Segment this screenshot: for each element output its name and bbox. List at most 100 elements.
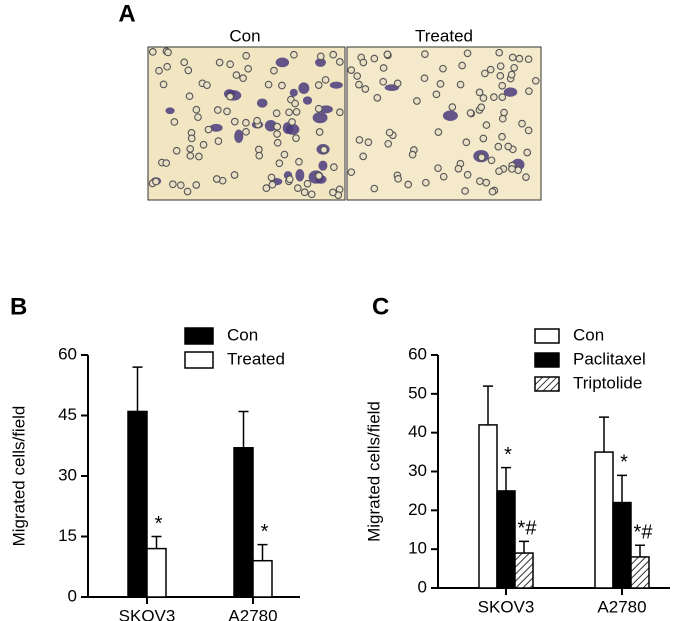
pore [482, 121, 491, 129]
stained-cell [312, 112, 328, 124]
pore [504, 142, 513, 151]
pore [204, 125, 213, 134]
pore [253, 116, 261, 125]
pore [148, 48, 157, 56]
bar [478, 424, 498, 589]
pore [192, 181, 201, 189]
pore [515, 54, 524, 63]
legend-label: Treated [227, 349, 285, 368]
legend-label: Con [227, 325, 258, 344]
pore [239, 74, 247, 82]
bar [612, 501, 632, 589]
pore [379, 77, 388, 86]
bar [252, 559, 273, 598]
pore [314, 81, 323, 89]
stained-cell [302, 96, 313, 105]
legend-label: Paclitaxel [573, 349, 646, 368]
pore [273, 130, 281, 138]
pore [514, 166, 523, 175]
stained-cell [319, 105, 333, 114]
pore [329, 50, 338, 59]
pore [285, 175, 294, 184]
pore [420, 74, 429, 83]
pore [168, 180, 177, 189]
pore [213, 106, 222, 114]
pore [172, 146, 181, 155]
pore [359, 58, 368, 67]
y-tick-label: 60 [408, 344, 427, 363]
y-tick-label: 60 [58, 344, 77, 363]
pore [518, 119, 526, 128]
stained-cell [285, 123, 300, 135]
pore [408, 150, 417, 159]
pore [316, 52, 325, 61]
pore [436, 80, 445, 88]
pore [355, 80, 363, 89]
pore [170, 118, 179, 126]
pore [531, 76, 540, 85]
legend-swatch [534, 328, 560, 344]
stained-cell [295, 168, 305, 182]
pore [510, 63, 519, 72]
pore [475, 88, 484, 97]
pore [421, 50, 429, 58]
pore [361, 85, 370, 93]
pore [448, 103, 457, 111]
pore [242, 127, 250, 136]
legend-label: Con [573, 325, 604, 344]
pore [466, 109, 475, 117]
pore [482, 178, 491, 187]
pore [268, 180, 277, 189]
significance-label: * [261, 521, 269, 543]
pore [164, 48, 172, 57]
pore [226, 60, 234, 69]
pore [203, 81, 211, 90]
pore [186, 151, 195, 160]
pore [434, 164, 442, 173]
pore [314, 104, 323, 113]
pore [477, 153, 486, 162]
significance-label: * [504, 444, 512, 466]
y-axis-label: Migrated cells/field [9, 406, 28, 547]
y-tick-label: 15 [58, 526, 77, 545]
pore [496, 62, 505, 71]
pore [454, 164, 463, 173]
micrograph [346, 46, 542, 201]
pore [496, 71, 505, 80]
pore [461, 187, 469, 195]
pore [292, 134, 300, 143]
pore [456, 80, 465, 89]
error-bar [501, 466, 511, 491]
significance-label: *# [518, 518, 538, 540]
pore [477, 103, 486, 112]
pore [278, 81, 286, 90]
pore [524, 55, 533, 64]
stained-cell [165, 107, 175, 115]
pore [292, 107, 301, 116]
pore [152, 177, 160, 186]
pore [275, 159, 284, 168]
error-bar [483, 385, 493, 425]
pore [270, 66, 278, 75]
pore [385, 128, 394, 137]
pore [180, 58, 189, 67]
image-caption: Treated [415, 26, 473, 45]
pore [267, 173, 276, 182]
pore [353, 72, 362, 80]
pore [500, 108, 508, 117]
pore [255, 151, 264, 160]
y-tick-label: 45 [58, 405, 77, 424]
stained-cell [256, 98, 268, 108]
pore [264, 80, 273, 89]
error-bar [151, 535, 162, 549]
pore [479, 94, 488, 102]
bar [514, 552, 534, 589]
y-tick-label: 30 [408, 461, 427, 480]
error-bar [257, 543, 268, 561]
error-bar [599, 416, 609, 453]
pore [293, 184, 302, 192]
x-tick-label: A2780 [228, 606, 277, 621]
pore [370, 54, 379, 63]
pore [183, 187, 192, 196]
stained-cell [503, 87, 518, 97]
